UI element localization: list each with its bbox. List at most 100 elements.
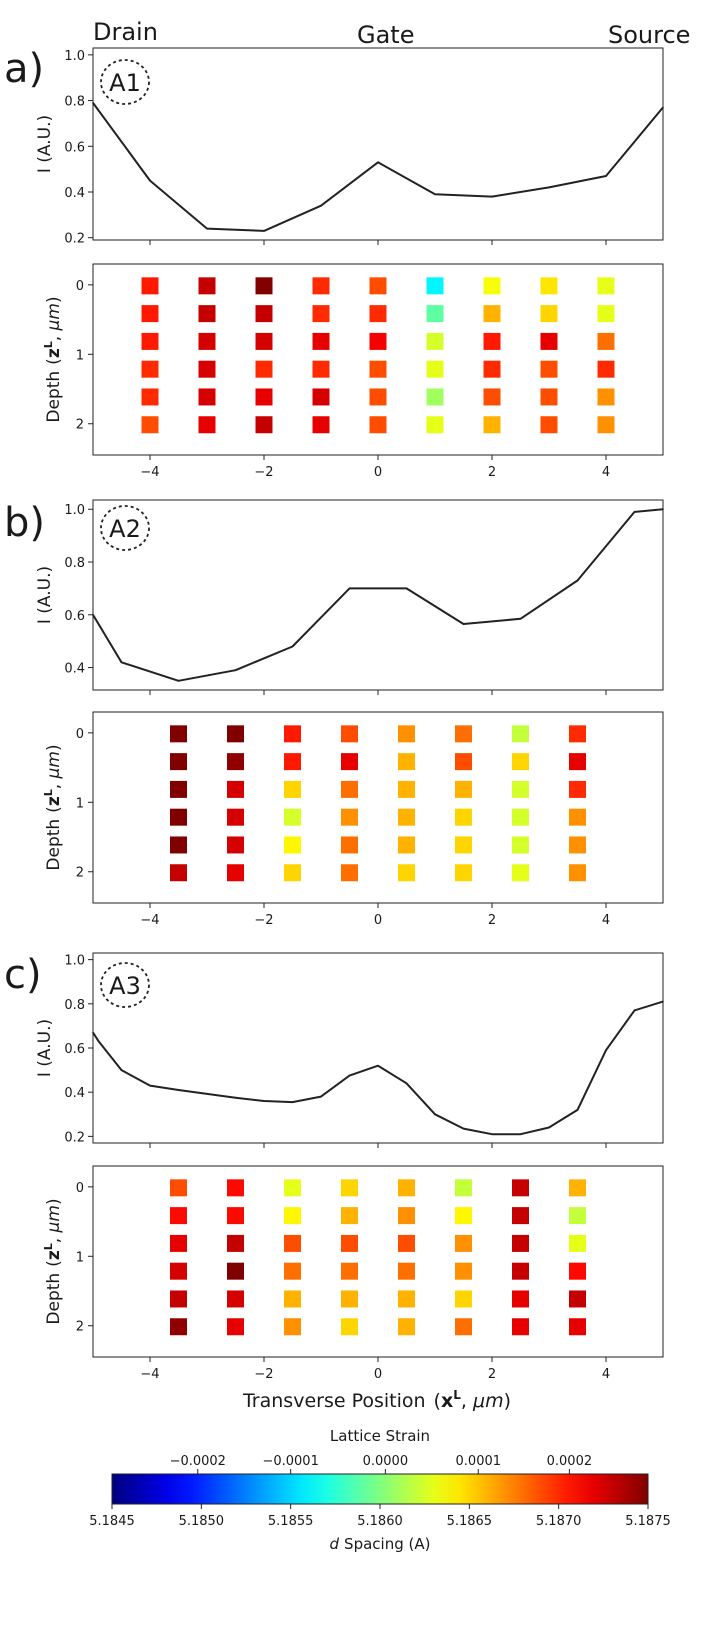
intensity-point [235, 1097, 237, 1099]
strain-cell [227, 1207, 244, 1224]
x-axis-word: Transverse Position [242, 1390, 426, 1412]
y-axis-label-intensity: I (A.U.) [35, 1019, 55, 1077]
strain-cell [227, 1290, 244, 1307]
x-tick-label: 0 [374, 913, 382, 928]
y-tick-label: 0 [76, 727, 84, 742]
strain-cell [598, 333, 615, 350]
strain-cell [512, 1318, 529, 1335]
intensity-point [121, 661, 123, 663]
strain-cell [284, 1263, 301, 1280]
source-label: Source [608, 21, 690, 49]
intensity-point [548, 187, 550, 189]
y-tick-label: 1.0 [64, 49, 85, 64]
intensity-point [235, 669, 237, 671]
colorbar-bottom-tick-label: 5.1860 [357, 1514, 403, 1529]
panel-letter: b) [4, 500, 45, 546]
strain-cell [142, 305, 159, 322]
strain-cell [284, 753, 301, 770]
intensity-point [292, 1101, 294, 1103]
x-tick-label: 2 [488, 913, 496, 928]
y-tick-label: 0.2 [64, 1130, 85, 1145]
strain-cell [455, 1290, 472, 1307]
depth-symbol: z [44, 1250, 64, 1260]
annotation-label: A3 [109, 972, 141, 1000]
strain-cell [455, 1235, 472, 1252]
y-axis-label-depth: Depth(zL, μm) [42, 744, 64, 870]
intensity-point [406, 588, 408, 590]
intensity-point [149, 180, 151, 182]
strain-cell [512, 781, 529, 798]
intensity-point [349, 588, 351, 590]
strain-cell [512, 1290, 529, 1307]
strain-cell [569, 836, 586, 853]
intensity-point [434, 193, 436, 195]
y-axis-label-depth: Depth(zL, μm) [42, 1198, 64, 1324]
strain-cell [569, 753, 586, 770]
y-tick-label: 0 [76, 279, 84, 294]
x-tick-label: −2 [254, 1367, 273, 1382]
strain-cell [484, 388, 501, 405]
strain-cell [541, 361, 558, 378]
strain-cell [199, 416, 216, 433]
strain-cell [484, 333, 501, 350]
y-tick-label: 0.6 [64, 140, 85, 155]
strain-cell [512, 809, 529, 826]
colorbar-bottom-tick-label: 5.1845 [89, 1514, 135, 1529]
strain-cell [484, 361, 501, 378]
strain-cell [313, 388, 330, 405]
strain-cell [170, 753, 187, 770]
strain-cell [284, 1235, 301, 1252]
strain-cell [598, 361, 615, 378]
intensity-point [92, 102, 94, 104]
strain-cell [341, 809, 358, 826]
strain-cell [512, 1263, 529, 1280]
strain-cell [512, 836, 529, 853]
strain-cell [170, 725, 187, 742]
strain-cell [569, 1318, 586, 1335]
strain-cell [512, 1235, 529, 1252]
strain-cell [427, 361, 444, 378]
strain-cell [256, 416, 273, 433]
strain-cell [313, 416, 330, 433]
strain-cell [284, 725, 301, 742]
intensity-point [520, 1133, 522, 1135]
strain-cell [455, 864, 472, 881]
strain-cell [427, 416, 444, 433]
intensity-point [149, 1085, 151, 1087]
intensity-point [98, 1041, 100, 1043]
y-tick-label: 1.0 [64, 954, 85, 969]
strain-cell [142, 277, 159, 294]
panel-letter: a) [4, 46, 44, 92]
strain-cell [398, 725, 415, 742]
strain-cell [284, 1179, 301, 1196]
strain-cell [398, 864, 415, 881]
colorbar: Lattice Strain−0.0002 −0.0001 0.0000 0.0001… [89, 1427, 671, 1553]
strain-cell [569, 1235, 586, 1252]
intensity-point [491, 1133, 493, 1135]
colorbar-label-rest: Spacing (A) [344, 1535, 430, 1553]
y-axis-label-intensity: I (A.U.) [35, 566, 55, 624]
strain-cell [341, 836, 358, 853]
strain-cell [484, 305, 501, 322]
strain-cell [313, 305, 330, 322]
y-axis-label-intensity: I (A.U.) [35, 115, 55, 173]
strain-cell [455, 809, 472, 826]
strain-cell [256, 361, 273, 378]
strain-cell [455, 725, 472, 742]
strain-cell [170, 809, 187, 826]
x-tick-label: −4 [140, 913, 159, 928]
x-axis-symbol: x [441, 1390, 453, 1412]
intensity-point [634, 511, 636, 513]
x-tick-label: −2 [254, 913, 273, 928]
y-tick-label: 1 [76, 348, 84, 363]
intensity-point [463, 1128, 465, 1130]
strain-cell [598, 305, 615, 322]
strain-cell [398, 1263, 415, 1280]
strain-cell [455, 753, 472, 770]
strain-cell [256, 305, 273, 322]
strain-cell [484, 277, 501, 294]
strain-cell [284, 836, 301, 853]
intensity-point [263, 1100, 265, 1102]
strain-cell [341, 1263, 358, 1280]
strain-cell [341, 1318, 358, 1335]
